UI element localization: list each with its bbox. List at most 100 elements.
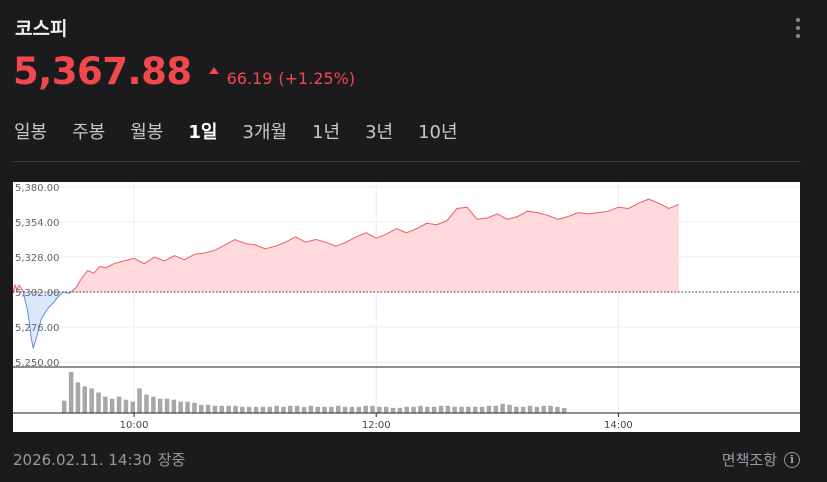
- volume-bar: [288, 405, 293, 413]
- volume-bar: [116, 396, 122, 413]
- index-title: 코스피: [15, 18, 68, 40]
- volume-bar: [383, 406, 389, 413]
- volume-bar: [103, 396, 108, 413]
- volume-bar: [363, 405, 368, 413]
- volume-bar: [322, 406, 327, 413]
- volume-bar: [342, 406, 348, 413]
- volume-bar: [466, 406, 471, 413]
- timestamp-text: 2026.02.11. 14:30: [13, 451, 152, 469]
- footer-timestamp: 2026.02.11. 14:30 장중: [13, 449, 185, 470]
- volume-bar: [425, 406, 430, 413]
- volume-bar: [178, 401, 183, 413]
- y-tick-label: 5,250.00: [15, 358, 60, 369]
- volume-bar: [246, 406, 252, 413]
- volume-bar: [562, 407, 567, 413]
- volume-bar: [151, 396, 156, 413]
- volume-bar: [555, 406, 560, 413]
- volume-bar: [534, 406, 540, 413]
- volume-bar: [370, 405, 375, 413]
- volume-bar: [336, 405, 341, 413]
- volume-bar: [411, 406, 416, 413]
- volume-bar: [199, 404, 204, 413]
- volume-bar: [130, 401, 135, 413]
- volume-bar: [89, 388, 94, 413]
- volume-bar: [96, 392, 101, 413]
- volume-bar: [144, 394, 149, 413]
- volume-bar: [157, 398, 163, 413]
- more-options-icon[interactable]: [790, 16, 806, 40]
- volume-bar: [404, 406, 409, 413]
- volume-bar: [205, 404, 211, 413]
- volume-bar: [445, 405, 451, 413]
- price-line-above: [13, 198, 680, 292]
- volume-bar: [75, 382, 81, 414]
- volume-bar: [493, 405, 498, 413]
- volume-bar: [137, 388, 142, 413]
- market-status: 장중: [157, 451, 186, 469]
- volume-bar: [452, 406, 457, 413]
- volume-bar: [377, 406, 382, 413]
- price-row: 5,367.88 66.19 (+1.25%): [13, 50, 355, 94]
- x-tick-label: 12:00: [362, 420, 391, 431]
- change-value: 66.19: [226, 69, 273, 88]
- volume-bar: [541, 405, 546, 413]
- disclaimer-link[interactable]: 면책조항 i: [722, 449, 800, 470]
- volume-bar: [356, 406, 362, 413]
- volume-bar: [431, 406, 437, 413]
- volume-bar: [520, 406, 526, 413]
- period-tabs: 일봉 주봉 월봉 1일 3개월 1년 3년 10년: [14, 118, 483, 162]
- tab-4[interactable]: 3개월: [242, 122, 288, 143]
- volume-bar: [486, 405, 492, 413]
- volume-bar: [185, 401, 190, 413]
- price-line-below: [13, 292, 72, 349]
- volume-bar: [527, 405, 533, 413]
- tab-0[interactable]: 일봉: [14, 122, 48, 143]
- volume-bar: [226, 405, 231, 413]
- volume-bar: [171, 399, 177, 413]
- volume-bar: [294, 405, 300, 413]
- tab-6[interactable]: 3년: [365, 122, 394, 143]
- price-area-above: [13, 199, 679, 292]
- volume-bar: [397, 407, 403, 413]
- volume-bar: [123, 399, 129, 413]
- x-tick-label: 14:00: [604, 420, 633, 431]
- volume-bar: [507, 404, 512, 413]
- intraday-chart[interactable]: 5,380.00 5,354.00 5,328.00 5,302.00 5,276.00…: [13, 182, 800, 432]
- volume-bar: [240, 406, 245, 413]
- volume-bar: [390, 407, 396, 413]
- y-tick-label: 5,380.00: [15, 183, 60, 194]
- change-percent: (+1.25%): [278, 69, 356, 88]
- y-tick-label: 5,328.00: [15, 253, 60, 264]
- volume-bar: [514, 406, 519, 413]
- tab-5[interactable]: 1년: [312, 122, 341, 143]
- volume-bar: [233, 405, 238, 413]
- tab-3[interactable]: 1일: [186, 118, 220, 162]
- volume-bar: [192, 402, 197, 414]
- volume-bar: [473, 406, 478, 413]
- current-price: 5,367.88: [13, 50, 192, 93]
- chart-svg: 5,380.00 5,354.00 5,328.00 5,302.00 5,276.00…: [13, 182, 800, 431]
- info-icon: i: [784, 451, 800, 468]
- volume-bar: [164, 398, 170, 413]
- volume-bar: [219, 405, 224, 413]
- tab-2[interactable]: 월봉: [130, 122, 164, 143]
- volume-bar: [315, 406, 320, 413]
- volume-bar: [329, 406, 334, 413]
- volume-bar: [109, 398, 115, 413]
- volume-bar: [267, 406, 272, 413]
- volume-bar: [308, 405, 314, 413]
- volume-bar: [548, 405, 553, 413]
- volume-bar: [281, 406, 286, 413]
- volume-bar: [62, 400, 67, 413]
- y-tick-label: 5,302.00: [15, 288, 60, 299]
- volume-bar: [212, 405, 218, 413]
- tab-7[interactable]: 10년: [418, 122, 458, 143]
- volume-bar: [500, 403, 505, 413]
- price-change: 66.19 (+1.25%): [227, 69, 356, 88]
- tab-1[interactable]: 주봉: [72, 122, 106, 143]
- volume-bar: [260, 406, 266, 413]
- y-tick-label: 5,354.00: [15, 218, 60, 229]
- disclaimer-text: 면책조항: [721, 451, 777, 469]
- up-arrow-icon: [208, 67, 219, 74]
- volume-bar: [438, 405, 444, 413]
